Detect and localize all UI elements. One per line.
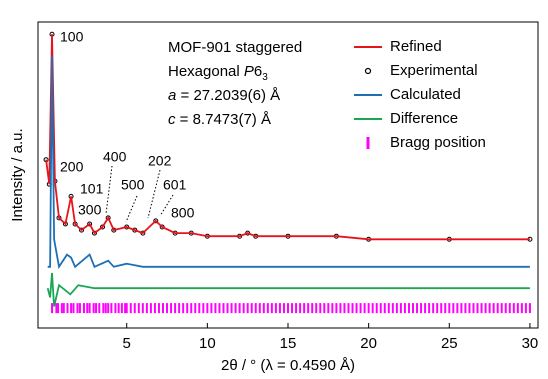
info-italic: P xyxy=(244,63,254,80)
x-tick-label: 10 xyxy=(199,335,216,352)
x-tick-label: 5 xyxy=(123,335,131,352)
peak-label: 202 xyxy=(148,153,172,169)
x-tick-label: 30 xyxy=(522,335,539,352)
legend-label: Refined xyxy=(390,38,442,55)
legend-marker xyxy=(364,67,372,75)
x-tick-label: 25 xyxy=(441,335,458,352)
x-tick-label: 15 xyxy=(280,335,297,352)
experimental-point xyxy=(87,221,93,227)
leader-lines xyxy=(105,165,174,223)
info-rest: 6 xyxy=(254,63,262,80)
legend-label: Difference xyxy=(390,110,458,127)
series-line xyxy=(45,34,530,241)
info-italic: a xyxy=(168,87,176,104)
experimental-point xyxy=(153,218,159,224)
info-line: c = 8.7473(7) Å xyxy=(168,111,271,128)
info-text: = 8.7473(7) Å xyxy=(176,111,271,128)
legend-label: Calculated xyxy=(390,86,461,103)
info-line: MOF-901 staggered xyxy=(168,39,302,56)
info-text: = 27.2039(6) Å xyxy=(176,87,280,104)
info-text: Hexagonal xyxy=(168,63,244,80)
peak-label: 800 xyxy=(171,205,195,221)
info-italic: c xyxy=(168,111,176,128)
info-line: Hexagonal P63 xyxy=(168,63,268,83)
legend-label: Experimental xyxy=(390,62,478,79)
peak-label: 101 xyxy=(80,181,104,197)
info-line: a = 27.2039(6) Å xyxy=(168,87,280,104)
experimental-point xyxy=(79,227,85,233)
peak-label: 400 xyxy=(103,149,127,165)
peak-label: 500 xyxy=(121,177,145,193)
experimental-point xyxy=(100,224,106,230)
y-axis-label: Intensity / a.u. xyxy=(9,128,26,221)
x-tick-label: 20 xyxy=(360,335,377,352)
series-line xyxy=(46,272,530,307)
peak-label: 601 xyxy=(163,177,187,193)
info-text: MOF-901 staggered xyxy=(168,39,302,56)
x-axis-label: 2θ / ° (λ = 0.4590 Å) xyxy=(221,357,355,374)
peak-label: 100 xyxy=(60,29,84,45)
info-sub: 3 xyxy=(262,72,268,83)
series-line xyxy=(47,55,530,270)
peak-label: 300 xyxy=(78,202,102,218)
peak-label: 200 xyxy=(60,159,84,175)
legend-label: Bragg position xyxy=(390,134,486,151)
